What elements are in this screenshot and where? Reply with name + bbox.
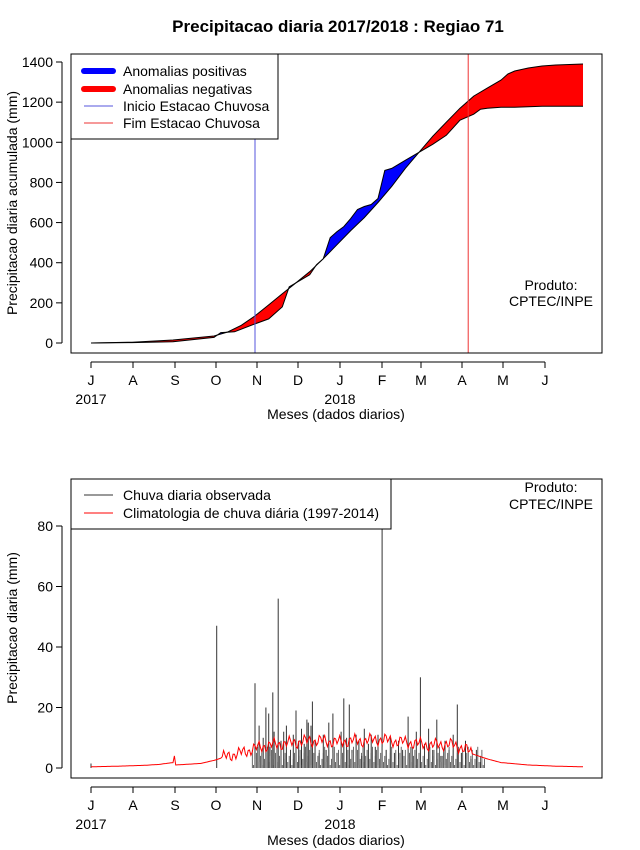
accumulated-annotation-produto: Produto: <box>525 277 578 293</box>
daily-year-label: 2017 <box>75 816 106 832</box>
daily-y-tick-label: 0 <box>45 760 53 776</box>
daily-legend-box <box>70 478 392 530</box>
climatology-accumulated-line <box>90 63 584 344</box>
accumulated-y-tick-label: 1200 <box>22 94 53 110</box>
positive-anomaly-area <box>324 152 419 258</box>
accumulated-x-axis-label: Meses (dados diarios) <box>267 406 405 422</box>
accumulated-x-tick-label: J <box>88 372 95 388</box>
accumulated-y-tick-label: 0 <box>45 335 53 351</box>
daily-x-tick-label: A <box>457 797 467 813</box>
accumulated-legend: Anomalias positivas Anomalias negativas … <box>70 53 279 140</box>
accumulated-x-tick-label: A <box>457 372 467 388</box>
legend-start-label: Inicio Estacao Chuvosa <box>123 98 270 114</box>
accumulated-plot-frame <box>70 53 603 354</box>
daily-x-tick-label: D <box>293 797 303 813</box>
accumulated-x-tick-label: A <box>128 372 138 388</box>
accumulated-x-tick-label: F <box>378 372 387 388</box>
daily-y-tick-label: 40 <box>37 639 53 655</box>
daily-y-tick-label: 60 <box>37 579 53 595</box>
accumulated-annotation-source: CPTEC/INPE <box>509 293 593 309</box>
daily-y-axis-label: Precipitacao diaria (mm) <box>4 552 20 704</box>
legend-end-label: Fim Estacao Chuvosa <box>123 115 260 131</box>
legend-negative-label: Anomalias negativas <box>123 81 252 97</box>
accumulated-y-tick-label: 200 <box>30 295 54 311</box>
daily-legend: Chuva diaria observada Climatologia de c… <box>70 478 392 530</box>
accumulated-y-tick-label: 1000 <box>22 134 53 150</box>
accumulated-x-tick-label: D <box>293 372 303 388</box>
daily-axes: J A S O N D J F M A M J 2017 2018 0 20 40 60 80 <box>37 478 603 832</box>
daily-x-tick-label: M <box>497 797 509 813</box>
daily-x-tick-label: J <box>337 797 344 813</box>
daily-x-tick-label: O <box>211 797 222 813</box>
daily-x-tick-label: N <box>252 797 262 813</box>
accumulated-precipitation-panel: J A S O N D J F M A M J 2017 2018 0 200 400 600 800 1000 120… <box>4 53 603 422</box>
daily-x-tick-label: A <box>128 797 138 813</box>
daily-precipitation-panel: J A S O N D J F M A M J 2017 2018 0 20 40 60 80 Precipitac… <box>4 478 603 848</box>
accumulated-year-label: 2017 <box>75 391 106 407</box>
daily-bars-layer <box>90 495 486 768</box>
daily-annotation-source: CPTEC/INPE <box>509 496 593 512</box>
accumulated-y-axis-label: Precipitacao diaria acumulada (mm) <box>4 91 20 315</box>
accumulated-x-tick-label: N <box>252 372 262 388</box>
legend-observed-label: Chuva diaria observada <box>123 487 271 503</box>
accumulated-y-tick-label: 1400 <box>22 54 53 70</box>
chart-title: Precipitacao diaria 2017/2018 : Regiao 7… <box>172 17 504 36</box>
daily-x-tick-label: J <box>542 797 549 813</box>
legend-climatology-label: Climatologia de chuva diária (1997-2014) <box>123 505 379 521</box>
accumulated-y-tick-label: 400 <box>30 255 54 271</box>
daily-x-tick-label: F <box>378 797 387 813</box>
daily-year-label: 2018 <box>324 816 355 832</box>
accumulated-y-tick-label: 600 <box>30 215 54 231</box>
daily-annotation-produto: Produto: <box>525 479 578 495</box>
accumulated-year-label: 2018 <box>324 391 355 407</box>
negative-anomaly-area <box>419 64 583 153</box>
accumulated-x-tick-label: J <box>542 372 549 388</box>
accumulated-x-tick-label: O <box>211 372 222 388</box>
negative-anomaly-area <box>227 286 290 333</box>
accumulated-x-tick-label: S <box>170 372 179 388</box>
daily-x-tick-label: S <box>170 797 179 813</box>
legend-positive-label: Anomalias positivas <box>123 63 247 79</box>
accumulated-axes: J A S O N D J F M A M J 2017 2018 0 200 400 600 800 1000 120… <box>22 53 603 407</box>
accumulated-y-tick-label: 800 <box>30 174 54 190</box>
daily-x-axis-label: Meses (dados diarios) <box>267 832 405 848</box>
climatology-daily-line <box>91 731 583 768</box>
daily-x-tick-label: M <box>415 797 427 813</box>
daily-y-tick-label: 80 <box>37 518 53 534</box>
daily-y-tick-label: 20 <box>37 700 53 716</box>
daily-x-tick-label: J <box>88 797 95 813</box>
accumulated-x-tick-label: M <box>415 372 427 388</box>
accumulated-x-tick-label: M <box>497 372 509 388</box>
climatology-line-layer <box>91 731 583 768</box>
accumulated-x-tick-label: J <box>337 372 344 388</box>
